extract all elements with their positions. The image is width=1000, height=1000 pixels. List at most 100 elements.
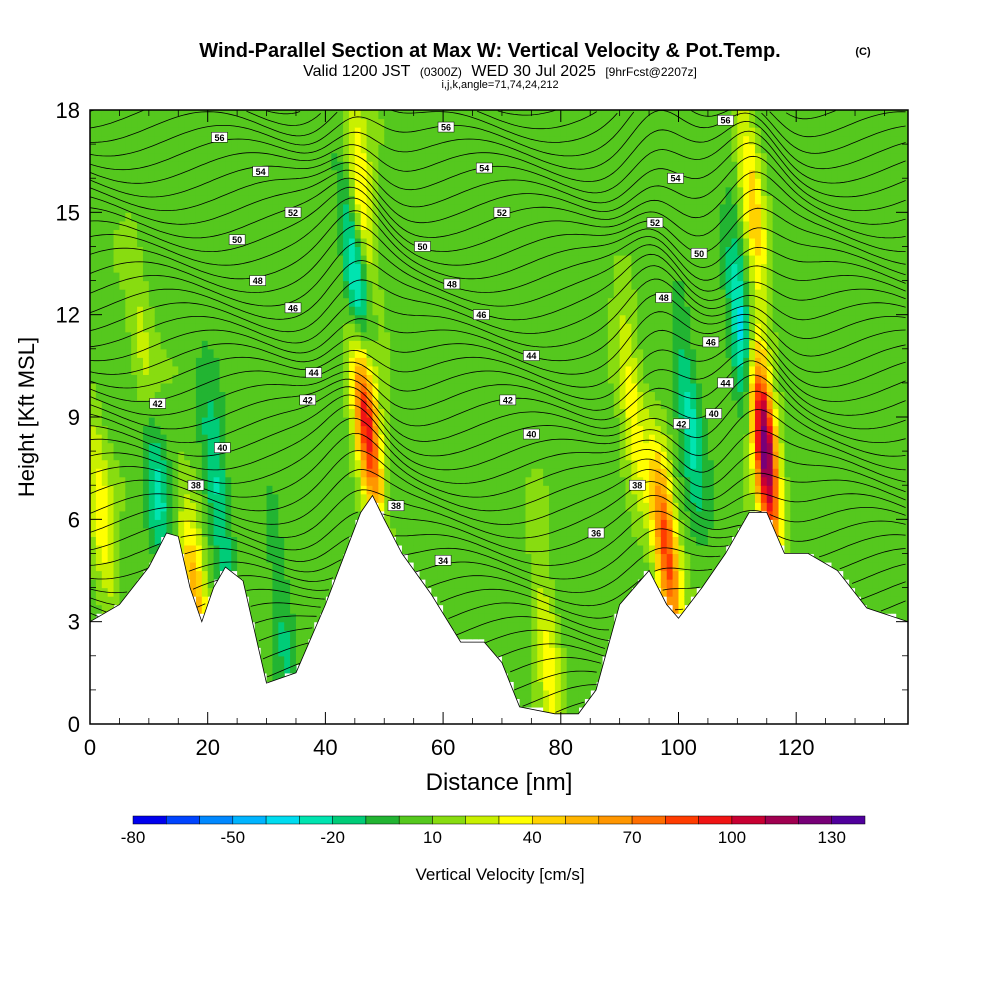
velocity-cell xyxy=(560,212,568,222)
velocity-cell xyxy=(272,391,279,401)
plot-area: 5654525048464442403842565452504846444240… xyxy=(90,110,908,724)
velocity-cell xyxy=(207,536,215,546)
velocity-cell xyxy=(525,544,532,555)
velocity-cell xyxy=(237,297,244,307)
velocity-cell xyxy=(560,561,568,572)
velocity-cell xyxy=(519,459,527,469)
velocity-cell xyxy=(407,459,415,469)
velocity-cell xyxy=(278,604,285,614)
velocity-cell xyxy=(390,161,397,171)
velocity-cell xyxy=(378,434,385,444)
velocity-cell xyxy=(460,365,468,375)
velocity-cell xyxy=(407,186,415,196)
velocity-cell xyxy=(525,289,532,299)
velocity-cell xyxy=(448,203,456,213)
velocity-cell xyxy=(390,425,397,435)
velocity-cell xyxy=(195,203,203,213)
velocity-cell xyxy=(348,374,356,384)
velocity-cell xyxy=(90,135,97,145)
velocity-cell xyxy=(366,451,374,461)
velocity-cell xyxy=(566,442,574,452)
velocity-cell xyxy=(148,553,156,563)
velocity-cell xyxy=(348,493,356,503)
velocity-cell xyxy=(331,254,338,265)
velocity-cell xyxy=(348,306,356,316)
velocity-cell xyxy=(454,306,462,316)
velocity-cell xyxy=(148,203,156,213)
velocity-cell xyxy=(513,272,521,282)
velocity-cell xyxy=(154,237,162,248)
velocity-cell xyxy=(448,604,456,614)
velocity-cell xyxy=(519,306,527,316)
velocity-cell xyxy=(584,561,591,572)
velocity-cell xyxy=(525,493,532,503)
velocity-cell xyxy=(490,613,497,623)
velocity-cell xyxy=(531,382,538,393)
velocity-cell xyxy=(154,246,162,256)
velocity-cell xyxy=(213,527,221,537)
velocity-cell xyxy=(566,519,574,529)
velocity-cell xyxy=(384,374,391,384)
velocity-cell xyxy=(454,382,462,393)
velocity-cell xyxy=(501,604,509,614)
velocity-cell xyxy=(472,144,480,154)
velocity-cell xyxy=(560,110,568,120)
velocity-cell xyxy=(219,280,226,290)
velocity-cell xyxy=(401,212,409,222)
velocity-cell xyxy=(337,263,344,273)
velocity-cell xyxy=(519,254,527,265)
velocity-cell xyxy=(307,220,315,230)
velocity-cell xyxy=(390,229,397,239)
velocity-cell xyxy=(484,382,491,393)
velocity-cell xyxy=(443,391,450,401)
velocity-cell xyxy=(95,246,103,256)
velocity-cell xyxy=(507,340,515,350)
velocity-cell xyxy=(454,536,462,546)
velocity-cell xyxy=(254,510,262,520)
velocity-cell xyxy=(166,118,173,128)
velocity-cell xyxy=(284,229,291,239)
velocity-cell xyxy=(172,152,179,162)
velocity-cell xyxy=(201,382,209,393)
velocity-cell xyxy=(549,468,556,478)
velocity-cell xyxy=(243,152,250,162)
velocity-cell xyxy=(507,425,515,435)
velocity-cell xyxy=(201,408,209,418)
velocity-cell xyxy=(248,493,256,503)
velocity-cell xyxy=(260,391,268,401)
velocity-cell xyxy=(490,280,497,290)
velocity-cell xyxy=(213,561,221,572)
velocity-cell xyxy=(437,254,444,265)
velocity-cell xyxy=(425,468,432,478)
velocity-cell xyxy=(266,246,274,256)
velocity-cell xyxy=(537,203,544,213)
velocity-cell xyxy=(272,152,279,162)
velocity-cell xyxy=(531,127,538,137)
velocity-cell xyxy=(166,135,173,145)
velocity-cell xyxy=(507,664,515,674)
velocity-cell xyxy=(272,604,279,614)
velocity-cell xyxy=(454,485,462,495)
velocity-cell xyxy=(531,672,538,682)
velocity-cell xyxy=(496,468,503,478)
velocity-cell xyxy=(425,289,432,299)
velocity-cell xyxy=(372,451,379,461)
velocity-cell xyxy=(248,587,256,597)
velocity-cell xyxy=(496,587,503,597)
velocity-cell xyxy=(260,127,268,137)
velocity-cell xyxy=(172,459,179,469)
velocity-cell xyxy=(172,340,179,350)
velocity-cell xyxy=(431,280,438,290)
velocity-cell xyxy=(190,510,197,520)
velocity-cell xyxy=(537,306,544,316)
velocity-cell xyxy=(260,152,268,162)
velocity-cell xyxy=(478,178,485,188)
velocity-cell xyxy=(307,476,315,486)
velocity-cell xyxy=(219,493,226,503)
velocity-cell xyxy=(290,161,297,171)
velocity-cell xyxy=(260,536,268,546)
velocity-cell xyxy=(272,272,279,282)
velocity-cell xyxy=(354,152,362,162)
velocity-cell xyxy=(248,263,256,273)
velocity-cell xyxy=(142,306,150,316)
